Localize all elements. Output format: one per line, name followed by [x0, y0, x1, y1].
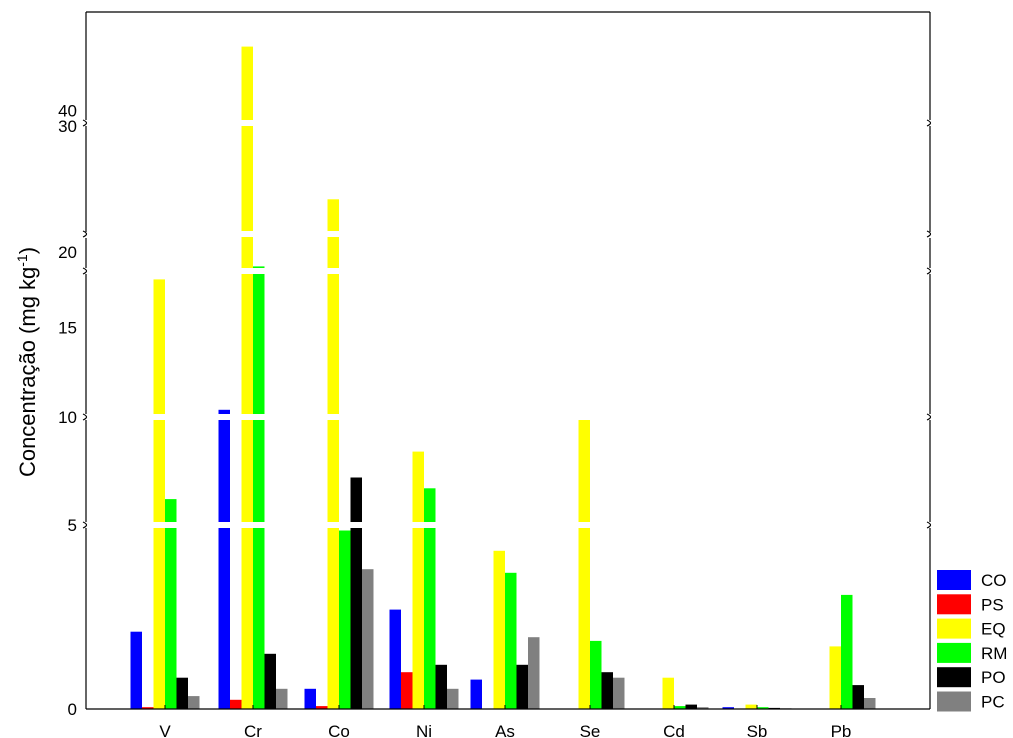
bar-co-as — [470, 679, 482, 709]
legend-swatch-rm — [937, 642, 971, 663]
bar-pc-as — [528, 637, 540, 709]
bar-co-co — [304, 688, 316, 709]
x-tick-label-pb: Pb — [831, 722, 852, 738]
bar-rm-ni — [424, 488, 436, 709]
left-axis-break-mark-2 — [82, 267, 88, 275]
x-tick-label-v: V — [159, 722, 171, 738]
bar-pc-cr — [276, 688, 288, 709]
bar-eq-sb — [745, 704, 757, 709]
bar-pc-cd — [697, 707, 709, 709]
legend-swatch-pc — [937, 691, 971, 712]
y-tick-label: 40 — [58, 101, 77, 120]
x-tick-label-cr: Cr — [244, 722, 262, 738]
bar-co-cr — [218, 409, 230, 709]
x-tick-label-ni: Ni — [416, 722, 432, 738]
bar-po-ni — [435, 664, 447, 709]
bar-rm-cr — [253, 266, 265, 709]
axes-group — [82, 11, 932, 710]
x-tick-label-cd: Cd — [663, 722, 685, 738]
right-axis-break-mark-0 — [926, 521, 932, 529]
left-axis-break-mark-4 — [82, 119, 88, 127]
bar-ps-v — [142, 707, 154, 709]
bar-co-sb — [722, 707, 734, 709]
bars-group — [87, 46, 929, 710]
bar-eq-cd — [662, 677, 674, 709]
x-tick-label-se: Se — [580, 722, 601, 738]
bar-pc-ni — [447, 688, 459, 709]
legend-swatch-ps — [937, 594, 971, 615]
bar-eq-cr — [241, 46, 253, 710]
y-tick-label: 20 — [58, 243, 77, 262]
bar-rm-as — [505, 572, 517, 709]
y-tick-label: 30 — [58, 117, 77, 136]
bar-ps-ni — [401, 672, 413, 709]
axis-break-gap-2 — [87, 268, 929, 274]
legend-label-pc: PC — [981, 693, 1005, 712]
x-tick-label-sb: Sb — [747, 722, 768, 738]
legend-swatch-eq — [937, 618, 971, 639]
bar-eq-as — [493, 550, 505, 709]
bar-eq-pb — [829, 646, 841, 709]
bar-rm-sb — [757, 707, 769, 709]
x-tick-label-co: Co — [328, 722, 350, 738]
x-tick-label-as: As — [495, 722, 515, 738]
legend-label-ps: PS — [981, 595, 1004, 614]
bar-eq-v — [153, 279, 165, 709]
y-tick-label: 0 — [68, 700, 77, 719]
bar-pc-se — [613, 677, 625, 709]
left-axis-break-mark-3 — [82, 230, 88, 238]
x-labels-group: V Cr Co Ni As Se Cd Sb Pb — [159, 705, 851, 738]
bar-co-ni — [389, 609, 401, 709]
bar-rm-v — [165, 499, 177, 709]
bar-po-v — [176, 677, 188, 709]
axis-break-gap-4 — [87, 120, 929, 126]
y-tick-label: 10 — [58, 408, 77, 427]
y-tick-label: 5 — [68, 516, 77, 535]
y-axis-label: Concentração (mg kg-1) — [14, 247, 40, 477]
bar-rm-co — [339, 530, 351, 709]
bar-po-cd — [685, 704, 697, 709]
right-axis-break-mark-3 — [926, 230, 932, 238]
bar-po-cr — [264, 653, 276, 709]
legend-label-eq: EQ — [981, 620, 1006, 639]
bar-eq-ni — [412, 451, 424, 709]
bar-po-as — [516, 664, 528, 709]
axis-break-gap-1 — [87, 414, 929, 420]
legend: CO PS EQ RM PO PC — [937, 570, 1007, 712]
bar-rm-cd — [674, 706, 686, 709]
bar-pc-pb — [864, 698, 876, 709]
bar-eq-co — [327, 199, 339, 710]
legend-label-po: PO — [981, 668, 1006, 687]
y-tick-label: 15 — [58, 319, 77, 338]
bar-po-se — [601, 672, 613, 709]
axis-break-gap-3 — [87, 231, 929, 237]
axis-break-gap-0 — [87, 522, 929, 528]
legend-label-co: CO — [981, 571, 1007, 590]
bar-rm-se — [590, 640, 602, 709]
legend-label-rm: RM — [981, 644, 1007, 663]
bar-po-co — [350, 477, 362, 709]
legend-swatch-co — [937, 570, 971, 590]
left-axis-break-mark-1 — [82, 413, 88, 421]
left-axis-break-mark-0 — [82, 521, 88, 529]
bar-ps-co — [316, 706, 328, 709]
bar-pc-co — [362, 569, 374, 709]
right-axis-break-mark-1 — [926, 413, 932, 421]
bar-co-v — [130, 631, 142, 709]
right-axis-break-mark-2 — [926, 267, 932, 275]
legend-swatch-po — [937, 667, 971, 688]
bar-pc-v — [188, 696, 200, 709]
bar-ps-cr — [230, 699, 242, 709]
bar-eq-se — [578, 419, 590, 709]
right-axis-break-mark-4 — [926, 119, 932, 127]
bar-po-pb — [852, 685, 864, 709]
bar-rm-pb — [841, 594, 853, 709]
